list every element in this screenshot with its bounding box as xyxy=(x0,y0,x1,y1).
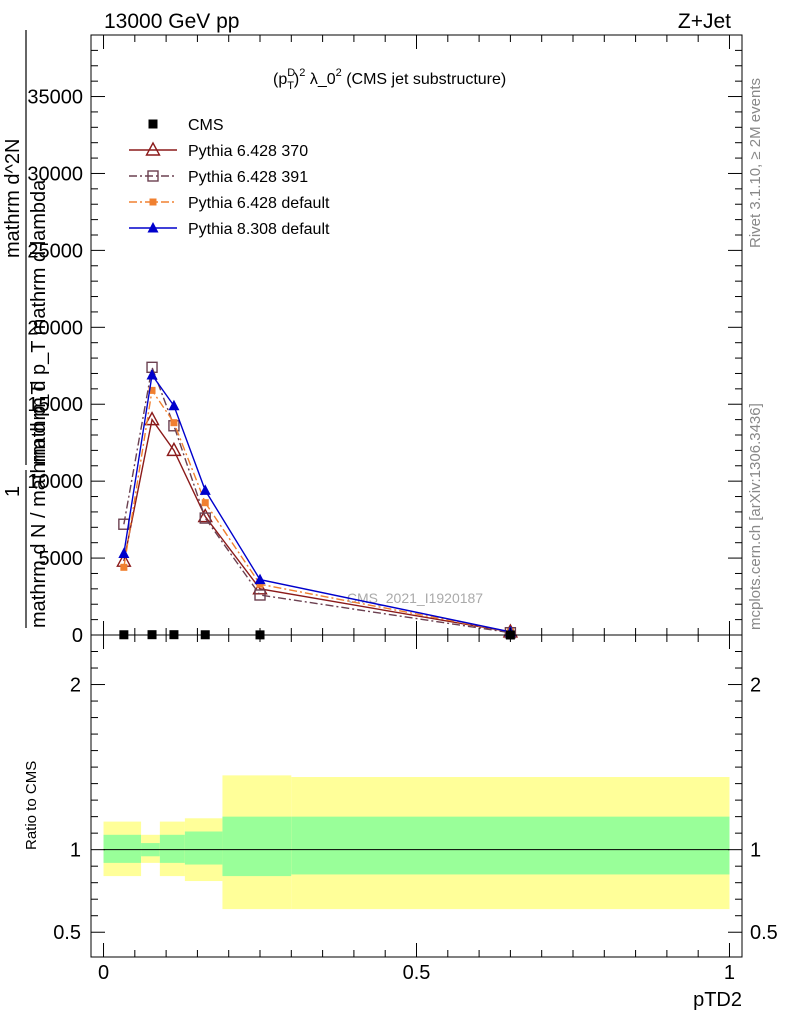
data-point xyxy=(201,499,209,507)
watermark: CMS_2021_I1920187 xyxy=(347,590,483,606)
ratio-y-tick-label: 1 xyxy=(70,840,81,862)
ylabel-denominator: mathrm d N / mathrm d p_T xyxy=(28,382,50,628)
y-tick-label: 15000 xyxy=(27,394,83,416)
series-line xyxy=(123,388,511,633)
data-point xyxy=(144,411,160,426)
legend-entry: Pythia 8.308 default xyxy=(129,221,330,238)
mcplots-label: mcplots.cern.ch [arXiv:1306.3436] xyxy=(747,403,764,630)
title-rest: (CMS jet substructure) xyxy=(342,71,506,88)
ratio-y-tick-label: 2 xyxy=(70,675,81,697)
data-point xyxy=(166,441,182,457)
series-line xyxy=(123,364,511,634)
y-tick-label: 35000 xyxy=(27,87,83,109)
ylabel-numerator: mathrm d^2N xyxy=(2,139,24,258)
data-point xyxy=(199,512,211,524)
title-sub-t: T xyxy=(287,80,294,92)
legend-marker xyxy=(147,222,159,233)
y-tick-label: 30000 xyxy=(27,163,83,185)
ratio-x-axis: 0 0.5 1 xyxy=(98,635,735,984)
main-y-axis: 0 5000 10000 15000 20000 25000 30000 35000 xyxy=(27,49,742,647)
data-point xyxy=(199,484,211,495)
x-tick-label: 0 xyxy=(98,962,109,984)
series-line xyxy=(123,373,511,633)
ylabel-one: 1 xyxy=(2,486,24,497)
chart-title: (pD T)2 λ_02 (CMS jet substructure) xyxy=(273,67,506,92)
y-tick-label: 10000 xyxy=(27,471,83,493)
ratio-y-tick-label: 0.5 xyxy=(53,922,81,944)
data-point xyxy=(118,547,130,558)
legend-label: Pythia 6.428 default xyxy=(188,195,330,212)
legend-label: Pythia 8.308 default xyxy=(188,221,330,238)
legend-marker xyxy=(147,170,159,182)
ratio-y-tick-label-right: 1 xyxy=(750,840,761,862)
ratio-panel: 0.5 0.51 12 2 0 0.5 1 Ratio to CMS pTD2 xyxy=(23,634,778,1011)
rivet-label: Rivet 3.1.10, ≥ 2M events xyxy=(747,78,764,248)
data-point xyxy=(120,563,128,571)
legend-entry: Pythia 6.428 391 xyxy=(129,169,308,186)
data-point xyxy=(197,508,213,523)
legend-label: Pythia 6.428 370 xyxy=(188,143,308,160)
header-energy: 13000 GeV pp xyxy=(104,10,239,33)
legend-label: Pythia 6.428 391 xyxy=(188,169,308,186)
x-tick-label: 1 xyxy=(724,962,735,984)
x-axis-label: pTD2 xyxy=(693,989,742,1011)
title-sup-2b: 2 xyxy=(336,67,342,79)
legend-entry: Pythia 6.428 370 xyxy=(129,141,308,160)
ratio-y-tick-label-right: 2 xyxy=(750,675,761,697)
legend-label: CMS xyxy=(188,117,224,134)
legend: CMS Pythia 6.428 370 Pythia 6.428 391 Pythi… xyxy=(129,117,330,238)
series-4 xyxy=(118,369,516,637)
legend-marker xyxy=(148,119,158,129)
main-x-axis xyxy=(103,35,730,635)
title-close: ) xyxy=(294,71,299,88)
ylabel-numerator-denominator: mathrm d p_T mathrm d lambda xyxy=(28,179,50,465)
legend-entry: Pythia 6.428 default xyxy=(129,195,330,212)
ratio-inner-band xyxy=(184,831,223,865)
series-line xyxy=(123,417,511,633)
title-open: (p xyxy=(273,71,287,88)
y-tick-label: 20000 xyxy=(27,317,83,339)
header-process: Z+Jet xyxy=(678,10,731,33)
main-panel: CMS_2021_I1920187 0 5000 10000 15000 20000 25… xyxy=(2,30,743,647)
y-tick-label: 5000 xyxy=(39,548,84,570)
ratio-y-axis: 0.5 0.5 1 1 2 2 xyxy=(53,651,778,944)
ratio-y-label: Ratio to CMS xyxy=(23,761,40,850)
data-point xyxy=(254,589,266,601)
legend-entry: CMS xyxy=(148,117,224,134)
y-tick-label: 25000 xyxy=(27,240,83,262)
ratio-y-tick-label-right: 0.5 xyxy=(750,922,778,944)
legend-marker xyxy=(149,198,157,206)
title-sup-d: D xyxy=(287,67,295,79)
ratio-inner-band xyxy=(222,816,292,877)
ratio-inner-band xyxy=(103,834,142,863)
data-point xyxy=(148,386,156,394)
ratio-inner-band xyxy=(291,816,730,875)
data-point xyxy=(170,419,178,427)
title-sup-2: 2 xyxy=(299,67,305,79)
x-tick-label: 0.5 xyxy=(403,962,431,984)
data-point xyxy=(256,580,264,588)
ratio-bands xyxy=(103,775,730,910)
title-lambda: λ_0 xyxy=(305,71,335,88)
ratio-inner-band xyxy=(159,834,185,863)
legend-marker xyxy=(145,141,161,156)
main-y-label: mathrm d^2N mathrm d p_T mathrm d lambda… xyxy=(2,30,50,628)
data-point xyxy=(146,369,158,380)
data-point xyxy=(254,573,266,585)
y-tick-label: 0 xyxy=(72,625,83,647)
data-point xyxy=(168,399,180,411)
